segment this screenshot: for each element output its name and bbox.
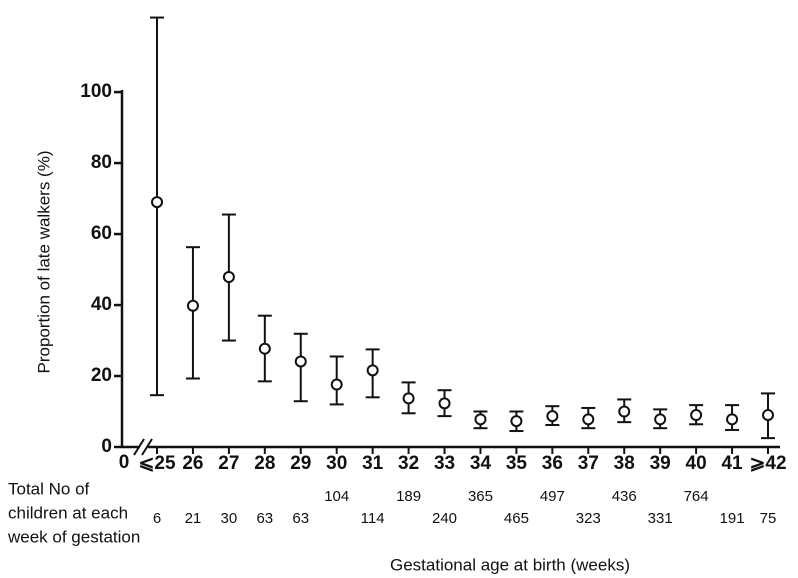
count: 240 [432,510,457,527]
count: 465 [504,510,529,527]
count: 63 [292,510,309,527]
count-label: week of gestation [7,527,140,546]
point [582,413,595,426]
point [438,397,451,410]
point [726,413,739,426]
y-tick-label: 100 [80,81,112,102]
count: 21 [185,510,202,527]
x-tick-label: 31 [362,453,384,474]
x-tick-label: 38 [614,453,635,474]
count: 104 [324,488,349,505]
point [618,405,631,418]
x-tick-label: 33 [434,453,455,474]
x-origin-label: 0 [119,452,130,473]
point [330,378,343,391]
y-tick-label: 0 [101,436,112,457]
count: 114 [361,510,385,527]
x-tick-label: 26 [182,453,203,474]
count: 436 [612,488,637,505]
count: 191 [720,510,745,527]
count: 365 [468,488,493,505]
point [510,415,523,428]
x-tick-label: 30 [326,453,347,474]
axis-break [133,438,145,456]
x-tick-label: 41 [721,453,743,474]
count: 75 [760,510,777,527]
count: 497 [540,488,565,505]
x-tick-label: 40 [686,453,707,474]
x-tick-label: ⩾42 [749,453,786,474]
x-tick-label: 34 [470,453,492,474]
count: 331 [648,510,673,527]
point [654,413,667,426]
y-tick-label: 60 [91,223,112,244]
x-tick-label: 32 [398,453,419,474]
x-tick-label: ⩽25 [138,453,175,474]
y-axis-label: Proportion of late walkers (%) [34,151,53,374]
x-tick-label: 37 [578,453,599,474]
point [762,409,774,422]
point [151,196,163,209]
point [690,409,703,422]
point [474,413,487,426]
y-tick-label: 80 [91,152,112,173]
count-label: Total No of [8,479,90,498]
x-tick-label: 28 [254,453,275,474]
point [402,392,415,405]
count: 6 [153,510,161,527]
point [186,299,199,312]
y-tick-label: 40 [91,294,112,315]
axis-break [141,438,153,456]
y-tick-label: 20 [91,365,112,386]
count: 764 [684,488,709,505]
count: 30 [221,510,238,527]
x-axis-label: Gestational age at birth (weeks) [390,555,630,574]
x-tick-label: 29 [290,453,311,474]
point [222,270,235,283]
point [366,364,379,377]
count: 189 [396,488,421,505]
x-tick-label: 27 [218,453,239,474]
x-tick-label: 39 [650,453,671,474]
count: 323 [576,510,601,527]
point [258,342,271,355]
count: 63 [256,510,273,527]
x-tick-label: 35 [506,453,528,474]
x-tick-label: 36 [542,453,563,474]
point [294,355,307,368]
point [546,410,559,423]
count-label: children at each [8,503,128,522]
